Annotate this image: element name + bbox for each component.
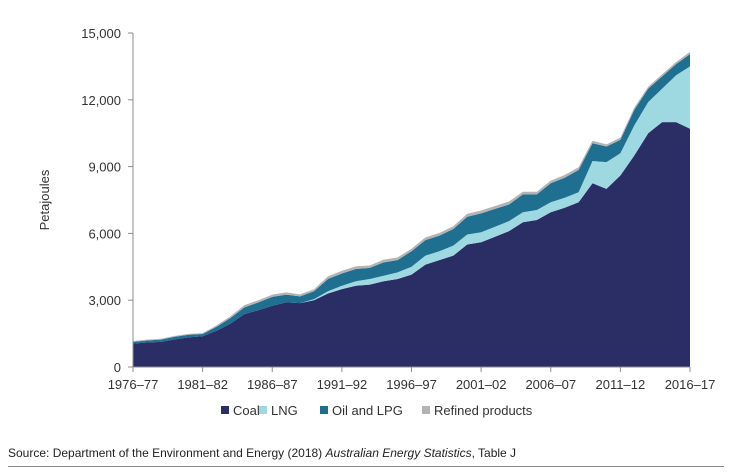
- legend-item-refined-products: Refined products: [422, 403, 533, 418]
- legend-item-lng: LNG: [259, 403, 298, 418]
- x-tick-label: 2016–17: [665, 377, 716, 392]
- source-suffix: , Table J: [471, 446, 517, 460]
- x-tick-label: 1986–87: [247, 377, 298, 392]
- legend-swatch: [221, 406, 229, 414]
- y-tick-label: 12,000: [81, 93, 121, 108]
- x-tick-label: 1981–82: [177, 377, 228, 392]
- y-tick-label: 6,000: [88, 226, 121, 241]
- x-tick-label: 2006–07: [525, 377, 576, 392]
- source-prefix: Source: Department of the Environment an…: [8, 446, 326, 460]
- legend-swatch: [259, 406, 267, 414]
- y-tick-label: 3,000: [88, 293, 121, 308]
- y-axis-label: Petajoules: [37, 169, 52, 230]
- x-tick-label: 1976–77: [108, 377, 159, 392]
- legend-item-coal: Coal: [221, 403, 260, 418]
- legend-label: Coal: [233, 403, 260, 418]
- x-tick-label: 1996–97: [386, 377, 437, 392]
- legend-label: Refined products: [434, 403, 533, 418]
- legend-label: Oil and LPG: [332, 403, 403, 418]
- x-tick-label: 1991–92: [317, 377, 368, 392]
- source-note: Source: Department of the Environment an…: [8, 446, 724, 467]
- area-series-group: [133, 51, 690, 367]
- stacked-area-chart: 0 3,000 6,000 9,000 12,000 15,000 1976–77 1981–…: [37, 26, 715, 418]
- x-tick-label: 2001–02: [456, 377, 507, 392]
- x-tick-label: 2011–12: [596, 377, 646, 392]
- y-tick-label: 0: [114, 360, 121, 375]
- legend-label: LNG: [271, 403, 298, 418]
- legend-item-oil-and-lpg: Oil and LPG: [320, 403, 403, 418]
- legend: Coal LNG Oil and LPG Refined products: [221, 403, 533, 418]
- y-tick-label: 9,000: [88, 160, 121, 175]
- y-tick-label: 15,000: [81, 26, 121, 41]
- legend-swatch: [320, 406, 328, 414]
- source-publication-title: Australian Energy Statistics: [325, 446, 472, 460]
- legend-swatch: [422, 406, 430, 414]
- axes-group: 0 3,000 6,000 9,000 12,000 15,000 1976–77 1981–…: [81, 26, 715, 392]
